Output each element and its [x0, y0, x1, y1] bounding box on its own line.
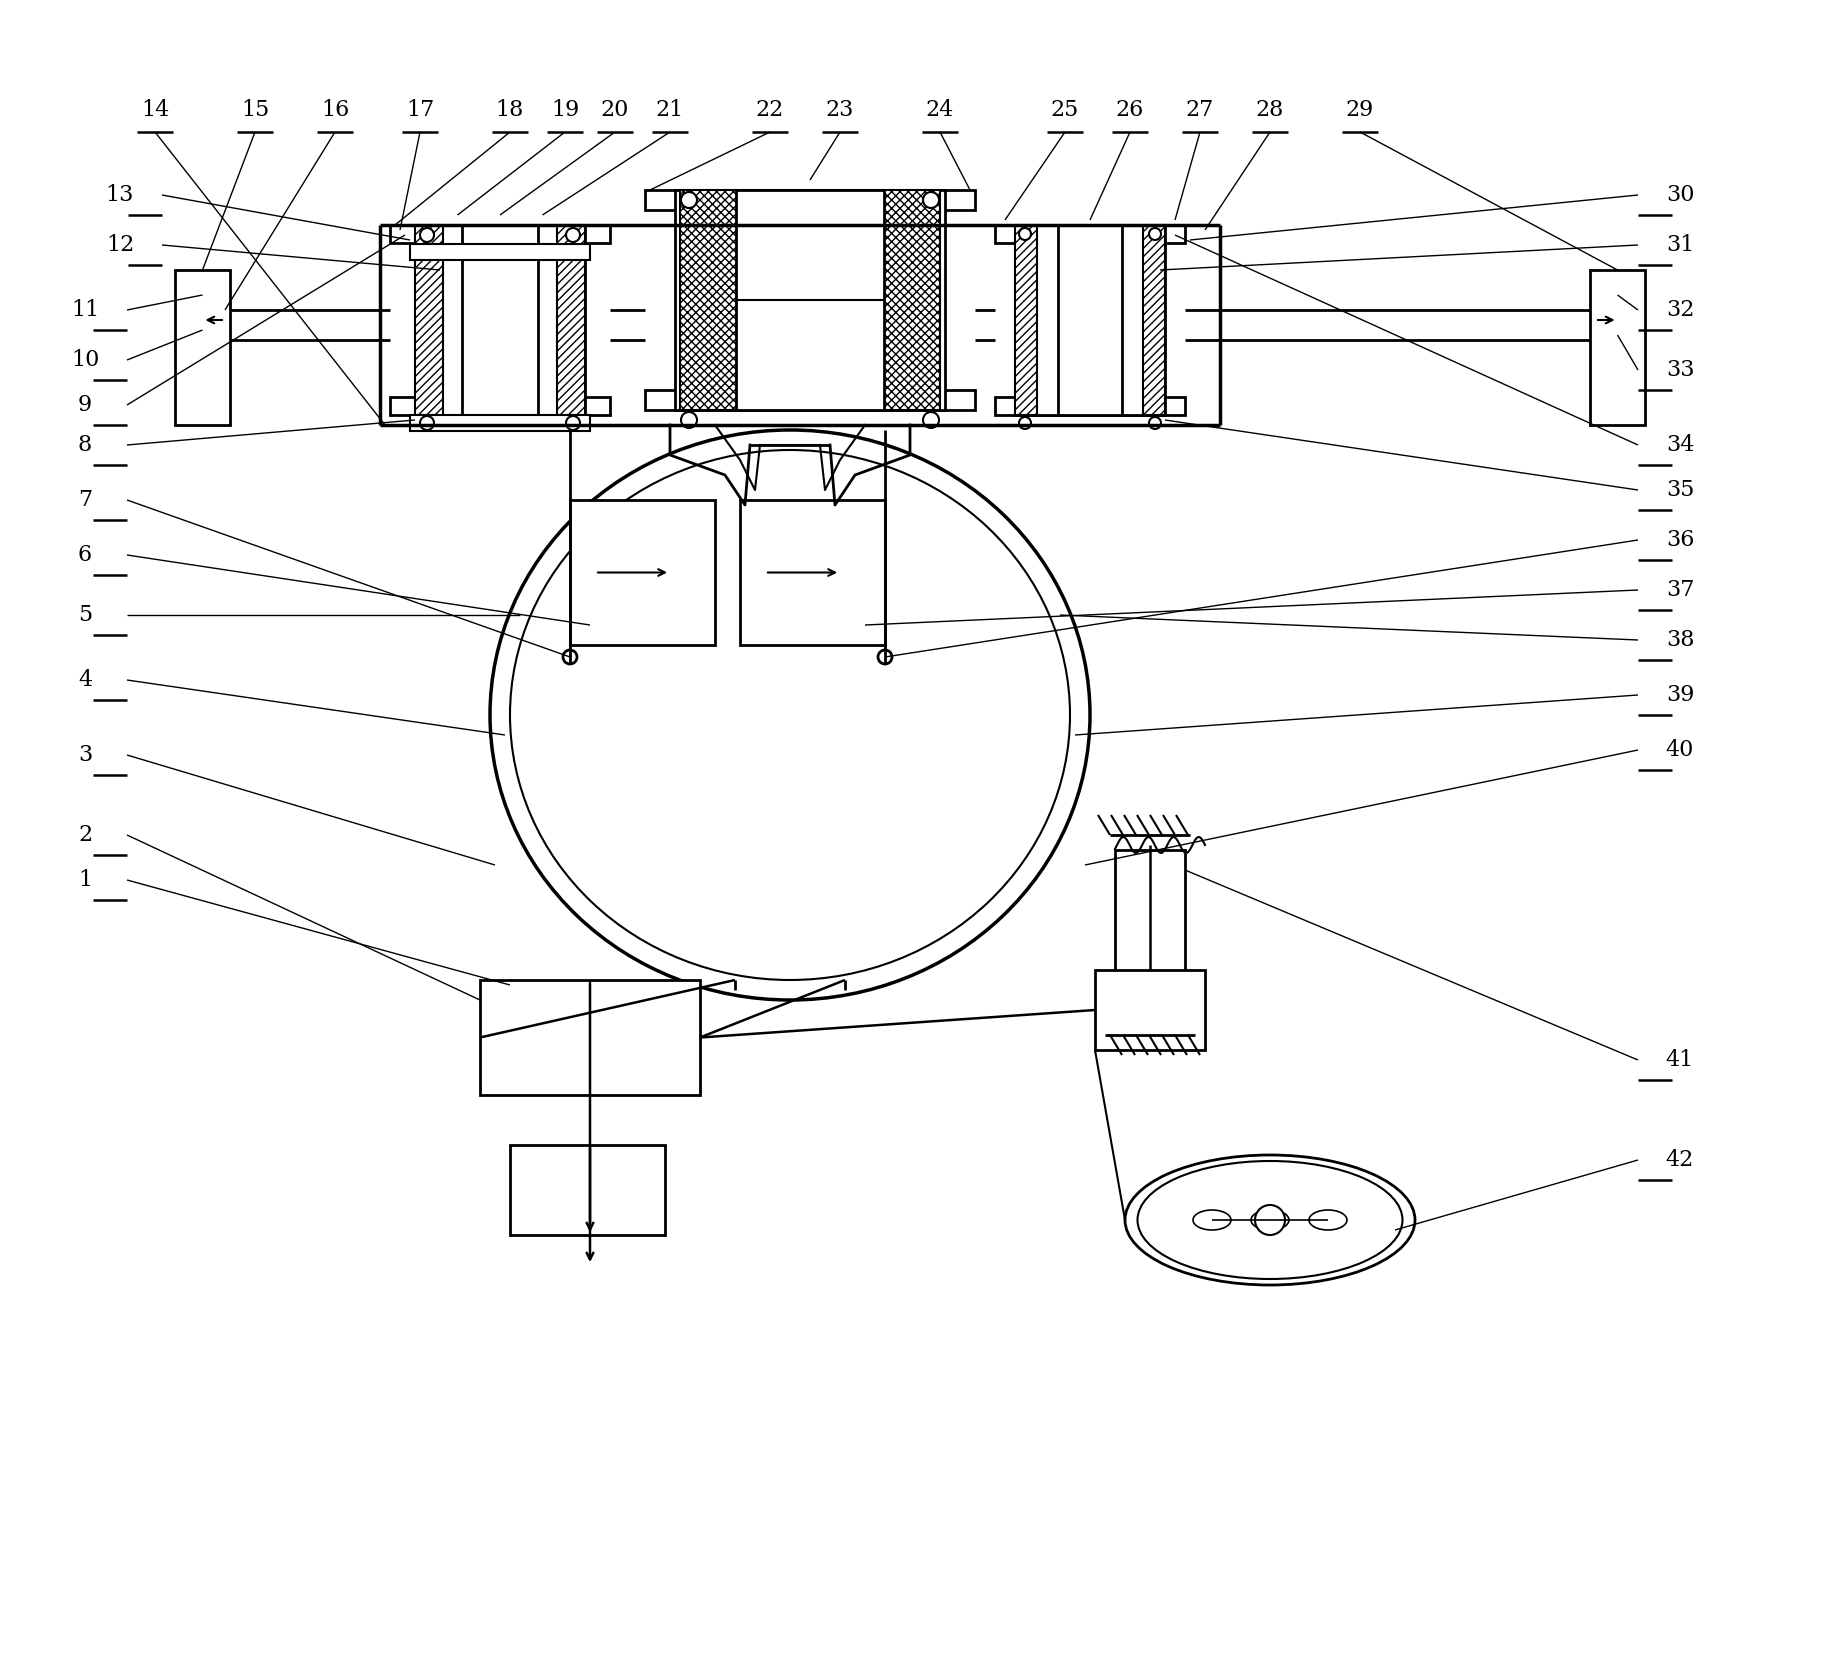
Text: 28: 28 — [1255, 100, 1284, 121]
Bar — [415, 224, 585, 416]
Bar — [1058, 224, 1122, 416]
Bar — [996, 397, 1186, 416]
Text: 17: 17 — [406, 100, 435, 121]
Circle shape — [923, 412, 939, 429]
Circle shape — [563, 650, 577, 665]
Circle shape — [420, 228, 435, 243]
Text: 37: 37 — [1666, 578, 1694, 602]
Text: 25: 25 — [1051, 100, 1080, 121]
Text: 2: 2 — [79, 824, 91, 846]
Bar — [389, 397, 610, 416]
Circle shape — [420, 416, 435, 430]
Text: 7: 7 — [79, 489, 91, 510]
Bar — [1114, 849, 1186, 1020]
Bar — [481, 981, 700, 1095]
Text: 21: 21 — [656, 100, 683, 121]
Ellipse shape — [1308, 1210, 1346, 1230]
Text: 13: 13 — [106, 184, 133, 206]
Bar — [736, 189, 884, 411]
Bar — [1016, 224, 1166, 416]
Text: 20: 20 — [601, 100, 628, 121]
Text: 3: 3 — [79, 745, 91, 766]
Text: 26: 26 — [1116, 100, 1144, 121]
Text: 9: 9 — [79, 394, 91, 416]
Bar — [645, 391, 976, 411]
Text: 1: 1 — [79, 869, 91, 891]
Bar — [645, 189, 976, 209]
Text: 23: 23 — [826, 100, 855, 121]
Bar — [462, 224, 539, 416]
Circle shape — [1149, 228, 1160, 239]
Circle shape — [681, 412, 696, 429]
Bar — [409, 244, 590, 259]
Circle shape — [1019, 228, 1030, 239]
Text: 34: 34 — [1666, 434, 1694, 455]
Circle shape — [923, 193, 939, 208]
Text: 14: 14 — [141, 100, 170, 121]
Bar — [1589, 269, 1644, 425]
Bar — [510, 1145, 665, 1235]
Text: 19: 19 — [552, 100, 579, 121]
Ellipse shape — [1125, 1155, 1414, 1285]
Ellipse shape — [1193, 1210, 1231, 1230]
Circle shape — [566, 228, 579, 243]
Text: 18: 18 — [495, 100, 524, 121]
Bar — [1144, 224, 1166, 416]
Text: 6: 6 — [79, 543, 91, 567]
Text: 11: 11 — [71, 299, 99, 321]
Text: 5: 5 — [79, 603, 91, 627]
Bar — [415, 224, 442, 416]
Text: 29: 29 — [1346, 100, 1374, 121]
Bar — [1016, 224, 1038, 416]
Text: 38: 38 — [1666, 628, 1694, 652]
Circle shape — [1019, 417, 1030, 429]
Circle shape — [681, 193, 696, 208]
Bar — [175, 269, 230, 425]
Text: 30: 30 — [1666, 184, 1694, 206]
Circle shape — [1255, 1205, 1284, 1235]
Bar — [740, 500, 884, 645]
Text: 27: 27 — [1186, 100, 1215, 121]
Bar — [389, 224, 610, 243]
Text: 31: 31 — [1666, 234, 1694, 256]
Circle shape — [566, 416, 579, 430]
Text: 36: 36 — [1666, 529, 1694, 552]
Text: 4: 4 — [79, 670, 91, 691]
Text: 16: 16 — [322, 100, 349, 121]
Bar — [996, 224, 1186, 243]
Text: 39: 39 — [1666, 685, 1694, 706]
Circle shape — [879, 650, 892, 665]
Text: 15: 15 — [241, 100, 269, 121]
Text: 41: 41 — [1666, 1049, 1694, 1070]
Bar — [1094, 971, 1206, 1050]
Text: 32: 32 — [1666, 299, 1694, 321]
Bar — [409, 416, 590, 430]
Text: 12: 12 — [106, 234, 133, 256]
Text: 10: 10 — [71, 349, 99, 371]
Text: 42: 42 — [1666, 1148, 1694, 1172]
Ellipse shape — [1251, 1210, 1290, 1230]
Circle shape — [1149, 417, 1160, 429]
Text: 40: 40 — [1666, 740, 1694, 761]
Text: 22: 22 — [756, 100, 784, 121]
Text: 24: 24 — [926, 100, 954, 121]
Bar — [557, 224, 585, 416]
Text: 8: 8 — [79, 434, 91, 455]
Ellipse shape — [490, 430, 1091, 1001]
Text: 33: 33 — [1666, 359, 1694, 381]
Bar — [570, 500, 714, 645]
Bar — [680, 189, 941, 411]
Text: 35: 35 — [1666, 479, 1694, 500]
Bar — [674, 189, 945, 411]
